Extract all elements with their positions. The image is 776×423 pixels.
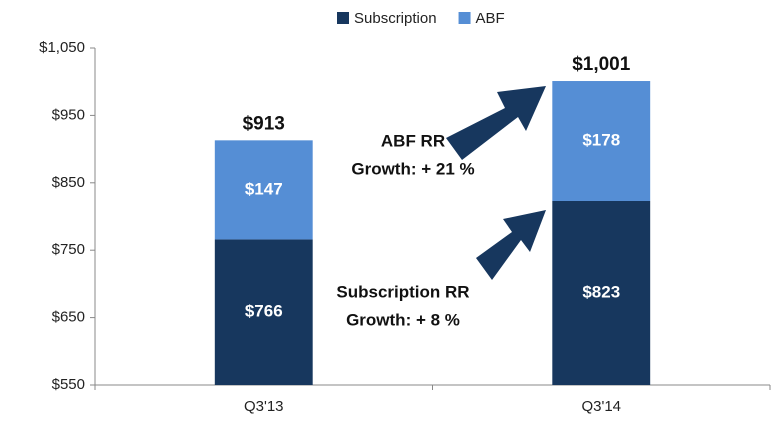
- subscription-arrow: [476, 210, 546, 280]
- annotation: ABF RR: [381, 131, 445, 150]
- annotation: Growth: + 8 %: [346, 310, 460, 329]
- value-label: $766: [245, 302, 283, 321]
- y-tick-label: $750: [52, 241, 85, 258]
- x-tick-label: Q3'14: [581, 398, 621, 415]
- bar-segment: [552, 81, 651, 201]
- y-tick-label: $550: [52, 376, 85, 393]
- y-tick-label: $850: [52, 174, 85, 191]
- y-tick-label: $650: [52, 309, 85, 326]
- legend-swatch: [337, 12, 349, 24]
- legend-label: Subscription: [354, 10, 437, 27]
- y-tick-label: $1,050: [39, 39, 85, 56]
- total-label: $1,001: [572, 54, 631, 75]
- x-tick-label: Q3'13: [244, 398, 284, 415]
- bar-segment: [214, 239, 313, 385]
- value-label: $147: [245, 179, 283, 198]
- legend-swatch: [458, 12, 471, 24]
- y-tick-label: $950: [52, 106, 85, 123]
- annotation: Subscription RR: [336, 282, 469, 301]
- value-label: $823: [582, 282, 620, 301]
- abf-arrow: [446, 86, 546, 160]
- bar-segment: [552, 200, 651, 385]
- annotation: Growth: + 21 %: [351, 159, 474, 178]
- legend-label: ABF: [476, 10, 505, 27]
- value-label: $178: [582, 130, 620, 149]
- total-label: $913: [243, 113, 285, 134]
- bar-segment: [214, 140, 313, 240]
